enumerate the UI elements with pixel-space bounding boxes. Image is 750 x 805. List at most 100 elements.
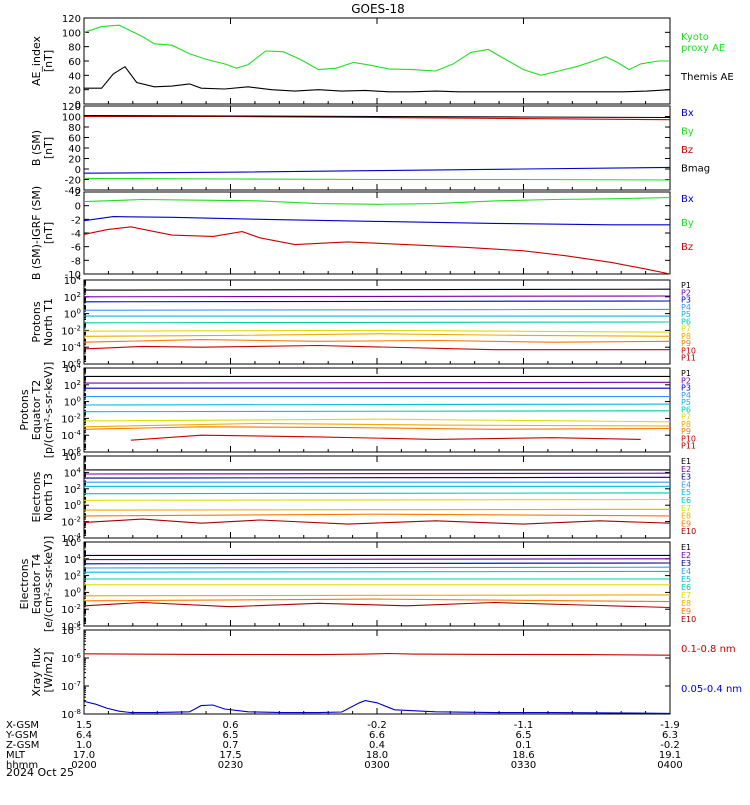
ytick-label-xray: 10-8 (61, 708, 81, 721)
legend-ae-0: Kyoto (681, 32, 709, 43)
ytick-label-bigrf: -10 (65, 270, 81, 281)
ylabel-ae: AE_index (30, 35, 43, 86)
legend-en-7: E8 (681, 512, 691, 521)
legend-en-8: E9 (681, 519, 691, 528)
ytick-label-pe: 10-6 (61, 446, 81, 459)
ytick-label-bigrf: -4 (71, 229, 81, 240)
series-line-en-5 (83, 492, 671, 495)
xaxis-tick-value: 0200 (71, 760, 96, 771)
panel-frame-en (83, 455, 671, 539)
xaxis-tick-value: 6.6 (369, 730, 385, 741)
ytick-label-bigrf: -6 (71, 243, 81, 254)
series-line-ee-1 (83, 558, 671, 561)
series-line-ee-4 (83, 570, 671, 573)
series-line-xray-0 (83, 652, 671, 656)
xaxis-row-label: MLT (6, 750, 26, 761)
ytick-label-ae: 0 (75, 100, 81, 111)
series-line-en-7 (83, 508, 671, 511)
series-line-pn-3 (83, 308, 671, 311)
ytick-label-en: 10-2 (61, 516, 81, 529)
ytick-label-en: 102 (64, 483, 81, 496)
ylabel-en: North T3 (42, 473, 55, 521)
ytick-label-bsm: 80 (68, 123, 81, 134)
ytick-label-bsm: 20 (68, 155, 81, 166)
legend-bigrf-1: By (681, 218, 694, 229)
xaxis-tick-value: 0.1 (516, 740, 532, 751)
legend-en-0: E1 (681, 457, 691, 466)
ytick-label-ae: 120 (62, 14, 81, 25)
series-line-en-1 (83, 472, 671, 475)
xaxis-row-label: Y-GSM (5, 730, 38, 741)
ytick-label-bsm: -20 (65, 176, 81, 187)
ytick-label-ae: 80 (68, 43, 81, 54)
legend-pe-10: P11 (681, 442, 696, 451)
xaxis-tick-value: 17.5 (219, 750, 241, 761)
legend-pe-2: P3 (681, 384, 691, 393)
series-line-pn-8 (83, 339, 671, 343)
ylabel-bigrf: [nT] (42, 222, 55, 244)
legend-bsm-3: Bmag (681, 164, 710, 175)
ylabel-pe: [p/(cm²-s-sr-keV)] (42, 362, 55, 459)
xaxis-tick-value: -0.2 (660, 740, 680, 751)
ylabel-bsm: [nT] (42, 137, 55, 159)
legend-pe-4: P5 (681, 398, 691, 407)
ytick-label-pe: 102 (64, 379, 81, 392)
ylabel-bsm: B (SM) (30, 130, 43, 166)
ytick-label-bsm: 100 (62, 113, 81, 124)
legend-ee-7: E8 (681, 599, 691, 608)
ytick-label-pn: 104 (64, 274, 82, 287)
xaxis-tick-value: 0.6 (223, 720, 239, 731)
series-line-ee-2 (83, 562, 671, 565)
ytick-label-pn: 10-2 (61, 324, 81, 337)
legend-ae-1: Themis AE (680, 72, 734, 83)
ytick-label-bsm: 120 (62, 102, 81, 113)
legend-pe-3: P4 (681, 391, 691, 400)
ytick-label-ee: 102 (64, 570, 81, 583)
legend-xray-1: 0.05-0.4 nm (681, 684, 742, 695)
date-label: 2024 Oct 25 (6, 766, 74, 779)
ytick-label-ee: 10-2 (61, 603, 81, 616)
series-line-pe-9 (130, 434, 641, 441)
ytick-label-en: 104 (64, 466, 82, 479)
ytick-label-ae: 100 (62, 28, 81, 39)
legend-pn-9: P10 (681, 346, 696, 355)
ytick-label-pe: 100 (64, 396, 81, 409)
legend-pn-4: P5 (681, 310, 691, 319)
ytick-label-bigrf: -8 (71, 256, 81, 267)
ylabel-xray: Xray flux (30, 647, 43, 697)
xaxis-tick-value: 1.0 (76, 740, 92, 751)
ylabel-xray: [W/m2] (42, 652, 55, 693)
series-line-ae-0 (83, 24, 670, 76)
legend-xray-0: 0.1-0.8 nm (681, 644, 736, 655)
legend-en-4: E5 (681, 488, 691, 497)
ytick-label-ae: 40 (68, 71, 81, 82)
xaxis-tick-value: -1.9 (660, 720, 680, 731)
ytick-label-en: 100 (64, 499, 81, 512)
series-line-bsm-3 (83, 114, 671, 119)
series-line-pn-2 (83, 300, 671, 303)
series-line-en-2 (83, 476, 671, 479)
series-line-pn-7 (83, 333, 671, 337)
ytick-label-ae: 60 (68, 57, 81, 68)
xaxis-tick-value: 17.0 (73, 750, 95, 761)
series-line-en-8 (83, 513, 671, 517)
series-line-pn-5 (83, 321, 671, 324)
ytick-label-ee: 100 (64, 586, 81, 599)
legend-pe-5: P6 (681, 405, 691, 414)
ytick-label-ae: 20 (68, 86, 81, 97)
ylabel-en: Electrons (30, 471, 43, 522)
legend-bigrf-0: Bx (681, 194, 694, 205)
xaxis-tick-value: 1.5 (76, 720, 92, 731)
legend-en-2: E3 (681, 473, 691, 482)
ylabel-ee: Electrons (18, 558, 31, 609)
series-line-ee-3 (83, 566, 671, 569)
series-line-bigrf-0 (83, 216, 670, 226)
ylabel-ee: Equator T4 (30, 554, 43, 614)
ytick-label-bigrf: -2 (71, 215, 81, 226)
xaxis-tick-value: 0300 (364, 760, 389, 771)
ytick-label-en: 106 (64, 450, 82, 463)
series-line-bsm-2 (84, 115, 671, 121)
xaxis-tick-value: 6.5 (223, 730, 239, 741)
legend-pn-5: P6 (681, 317, 691, 326)
